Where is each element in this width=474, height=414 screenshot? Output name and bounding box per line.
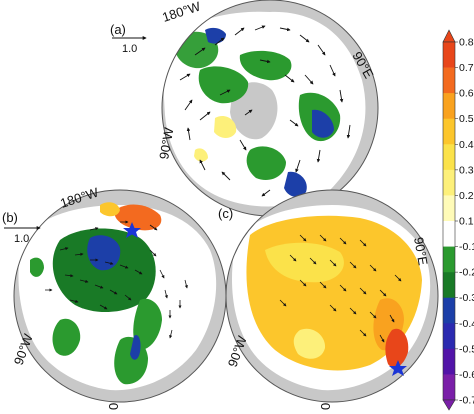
panel-c-lon-right: 90°E [411, 236, 431, 267]
colorbar-tick-label: 0.3 [459, 164, 474, 176]
colorbar: 0.8 0.7 0.6 0.5 0.4 0.3 0.2 0.1 -0.1 -0.2 -0.3 -0.4… [442, 29, 474, 411]
colorbar-tick-label: 0.6 [459, 88, 474, 100]
panel-c-label: (c) [218, 206, 233, 221]
colorbar-segment [443, 195, 455, 222]
panel-a-lon-left: 90°W [156, 126, 176, 161]
panel-a-map [162, 0, 378, 216]
colorbar-segment [443, 169, 455, 196]
colorbar-segment [443, 67, 455, 94]
colorbar-segment [443, 118, 455, 145]
colorbar-segment [443, 93, 455, 120]
colorbar-segment [443, 374, 455, 401]
colorbar-tick-label: 0.8 [459, 37, 474, 49]
panel-b-ref-label: 1.0 [14, 233, 29, 245]
colorbar-tick-label: -0.3 [459, 292, 474, 304]
colorbar-tick-label: -0.1 [459, 241, 474, 253]
panel-c-lon-bottom: 0 [318, 403, 333, 410]
panel-b-map [14, 190, 226, 402]
colorbar-tick-label: 0.2 [459, 190, 474, 202]
colorbar-tick-label: -0.5 [459, 343, 474, 355]
panel-a-lon-top: 180°W [160, 0, 203, 25]
colorbar-segment [443, 144, 455, 171]
colorbar-tick-label: 0.5 [459, 113, 474, 125]
colorbar-tick-label: -0.2 [459, 267, 474, 279]
panel-c-boundary [225, 189, 439, 403]
colorbar-segment [443, 221, 455, 247]
colorbar-tick-label: -0.4 [459, 318, 474, 330]
panel-b-vectors [45, 220, 188, 339]
colorbar-segment [443, 42, 455, 68]
panel-a-ref-label: 1.0 [122, 43, 137, 55]
colorbar-segment [443, 246, 455, 273]
panel-b-label: (b) [2, 210, 18, 225]
panel-a: (a) 1.0 180°W 90°E 90°W [110, 0, 379, 217]
colorbar-tick-label: 0.1 [459, 216, 474, 228]
colorbar-segment [443, 348, 455, 375]
panel-c-star-marker [389, 360, 407, 376]
colorbar-tick-label: -0.6 [459, 369, 474, 381]
colorbar-extend-top [442, 29, 456, 43]
panel-b-green-core [52, 228, 156, 313]
colorbar-tick-label: 0.7 [459, 62, 474, 74]
colorbar-segment [443, 323, 455, 350]
colorbar-tick-label: -0.7 [459, 395, 474, 407]
panel-a-label: (a) [110, 22, 126, 37]
panel-c-vectors [279, 234, 402, 343]
colorbar-tick-label: 0.4 [459, 139, 474, 151]
colorbar-segment [443, 297, 455, 324]
panel-b: (b) 1.0 180°W 90°W 0 [2, 184, 227, 410]
panel-b-lon-bottom: 0 [106, 403, 121, 410]
panel-b-star-marker [123, 222, 141, 238]
panel-a-vectors [179, 25, 351, 197]
colorbar-extend-bottom [442, 399, 456, 411]
colorbar-segment [443, 272, 455, 299]
panel-c-map [226, 190, 438, 402]
panel-c: (c) 90°E 90°W 0 [218, 189, 439, 410]
